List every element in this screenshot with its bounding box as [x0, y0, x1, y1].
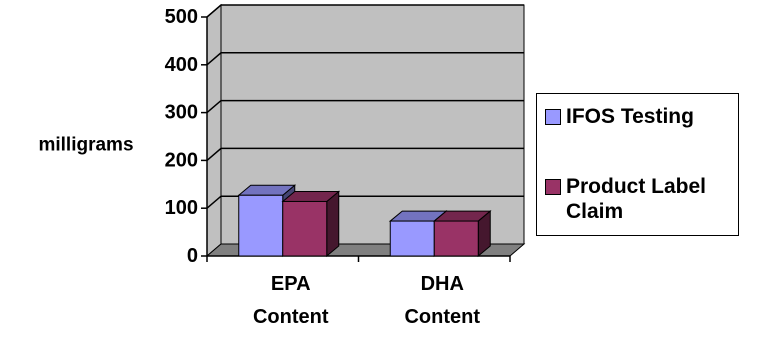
y-axis-label: milligrams [38, 135, 133, 156]
legend-swatch-ifos-testing [545, 109, 561, 125]
bar [433, 220, 479, 257]
x-tick-label: Content [253, 306, 329, 328]
gridline [206, 4, 524, 18]
y-tick-label: 0 [187, 245, 198, 267]
y-tick-label: 200 [165, 149, 198, 171]
bar [389, 220, 435, 257]
legend-label: IFOS Testing [566, 105, 694, 128]
side-wall [206, 3, 222, 258]
y-tick-label: 400 [165, 54, 198, 76]
legend-label: Product Label Claim [566, 175, 707, 223]
y-tick-label: 100 [165, 197, 198, 219]
gridline [206, 195, 524, 209]
bar [282, 200, 328, 257]
x-tick-label: Content [404, 306, 480, 328]
legend-swatch-product-label-claim [545, 179, 561, 195]
x-tick-label: DHA [421, 273, 464, 295]
bar-side [326, 190, 340, 258]
bars [237, 184, 492, 258]
legend-item-ifos-testing: IFOS Testing [545, 104, 736, 129]
legend-item-product-label-claim: Product Label Claim [545, 174, 736, 224]
x-tick-label: EPA [271, 273, 311, 295]
y-tick-label: 500 [165, 6, 198, 28]
gridlines [206, 4, 524, 209]
gridline [206, 99, 524, 114]
legend: IFOS Testing Product Label Claim [536, 93, 739, 236]
y-tick-label: 300 [165, 102, 198, 124]
axis-labels: milligrams 0 100 200 300 400 500 EPA Content DHA… [38, 6, 480, 328]
gridline [206, 52, 524, 66]
bar [238, 194, 284, 257]
gridline [206, 147, 524, 161]
